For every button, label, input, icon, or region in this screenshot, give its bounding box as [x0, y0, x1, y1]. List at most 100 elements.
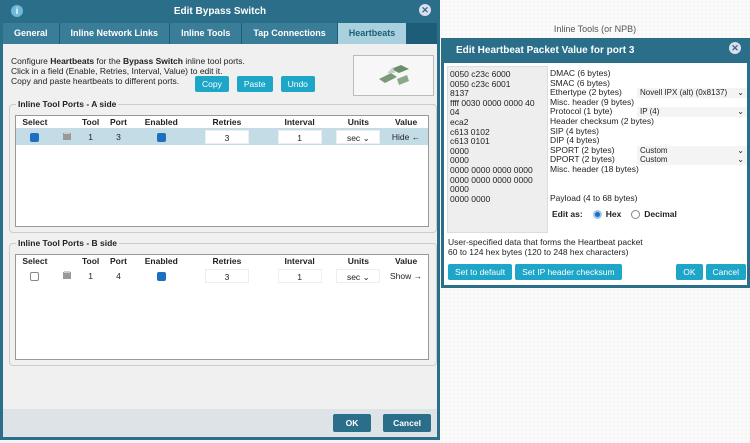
heartbeat-title: Edit Heartbeat Packet Value for port 3	[456, 45, 635, 56]
field-label: SIP (4 bytes)	[550, 125, 599, 136]
table-row[interactable]: 1 4 3 1 sec ⌄ Show →	[16, 267, 428, 284]
hex-label: Hex	[605, 209, 622, 219]
bypass-switch-image	[353, 55, 434, 96]
hex-value-textarea[interactable]: 0050 c23c 6000 0050 c23c 6001 8137 ffff …	[447, 66, 548, 233]
select-checkbox[interactable]	[30, 132, 40, 142]
sport-select[interactable]: Custom ⌄	[637, 145, 747, 156]
chevron-down-icon: ⌄	[737, 145, 744, 155]
column-header: Port	[109, 117, 127, 127]
set-to-default-button[interactable]: Set to default	[448, 264, 513, 280]
description-line-1: User-specified data that forms the Heart…	[448, 237, 643, 247]
chevron-down-icon: ⌄	[737, 107, 744, 117]
value-toggle[interactable]: Show →	[384, 271, 428, 281]
column-header: Port	[109, 256, 127, 266]
ethertype-value: Novell IPX (alt) (0x8137)	[640, 88, 728, 98]
value-toggle-label: Show	[390, 270, 412, 281]
interval-input[interactable]: 1	[277, 129, 322, 144]
field-label: DIP (4 bytes)	[550, 135, 600, 146]
dport-value: Custom	[640, 155, 668, 165]
close-icon[interactable]: ✕	[419, 4, 431, 16]
column-header: Units	[347, 117, 369, 127]
column-header: Interval	[284, 256, 315, 266]
tab-bar: General Inline Network Links Inline Tool…	[3, 23, 437, 44]
table-header: Select Tool Port Enabled Retries Interval Unit…	[16, 116, 428, 128]
units-value: sec	[346, 132, 361, 143]
units-select[interactable]: sec ⌄	[336, 129, 381, 144]
interval-input[interactable]: 1	[277, 268, 322, 283]
cancel-button[interactable]: Cancel	[383, 414, 431, 432]
column-header: Select	[22, 256, 48, 266]
intro-text: Configure Heartbeats for the Bypass Swit…	[11, 56, 245, 86]
column-header: Enabled	[144, 256, 178, 266]
dport-select[interactable]: Custom ⌄	[637, 155, 747, 165]
set-ip-header-checksum-button[interactable]: Set IP header checksum	[515, 264, 622, 280]
table-row[interactable]: 1 3 3 1 sec ⌄ Hide ←	[16, 128, 428, 145]
b-side-legend: Inline Tool Ports - B side	[18, 238, 118, 248]
port-cell: 3	[116, 131, 121, 142]
heartbeat-ok-button[interactable]: OK	[676, 264, 703, 280]
intro-text-part: Heartbeats	[50, 56, 95, 66]
column-header: Interval	[284, 117, 315, 127]
field-label: SMAC (6 bytes)	[550, 77, 610, 88]
a-side-legend: Inline Tool Ports - A side	[18, 99, 117, 109]
tab-inline-tools[interactable]: Inline Tools	[170, 23, 243, 44]
column-header: Tool	[81, 256, 100, 266]
enabled-checkbox[interactable]	[156, 271, 166, 281]
edit-bypass-switch-dialog: i Edit Bypass Switch ✕ General Inline Ne…	[0, 0, 440, 440]
tab-tap-connections[interactable]: Tap Connections	[242, 23, 338, 44]
select-cell	[16, 131, 54, 142]
column-header: Value	[394, 117, 418, 127]
a-side-table: Select Tool Port Enabled Retries Interval Unit…	[15, 115, 429, 227]
edit-heartbeat-dialog: Edit Heartbeat Packet Value for port 3 ✕…	[441, 38, 750, 288]
intro-text-part: inline tool ports.	[182, 56, 245, 66]
intro-text-part: for the	[94, 56, 123, 66]
enabled-checkbox[interactable]	[156, 132, 166, 142]
ethertype-select[interactable]: Novell IPX (alt) (0x8137) ⌄	[637, 88, 747, 98]
tab-inline-network-links[interactable]: Inline Network Links	[59, 23, 171, 44]
protocol-select[interactable]: IP (4) ⌄	[637, 107, 747, 117]
intro-line-2: Click in a field (Enable, Retries, Inter…	[11, 66, 223, 76]
value-toggle-label: Hide	[391, 131, 410, 142]
copy-button[interactable]: Copy	[195, 76, 229, 92]
field-label: Payload (4 to 68 bytes)	[550, 192, 638, 203]
info-icon[interactable]: i	[11, 5, 23, 17]
dialog-title: Edit Bypass Switch	[173, 6, 267, 17]
description-line-2: 60 to 124 hex bytes (120 to 248 hex char…	[448, 247, 629, 257]
units-select[interactable]: sec ⌄	[336, 268, 381, 283]
table-header: Select Tool Port Enabled Retries Interval Unit…	[16, 255, 428, 267]
intro-text-part: Bypass Switch	[122, 56, 183, 66]
value-toggle[interactable]: Hide ←	[384, 132, 428, 142]
b-side-fieldset: Inline Tool Ports - B side	[9, 238, 437, 366]
radio-selected-icon	[592, 210, 602, 220]
ok-button[interactable]: OK	[333, 414, 371, 432]
column-header: Enabled	[144, 117, 178, 127]
field-label: DPORT (2 bytes)	[550, 154, 615, 165]
port-cell: 4	[116, 270, 121, 281]
heartbeat-title-bar: Edit Heartbeat Packet Value for port 3 ✕	[444, 38, 747, 63]
field-labels: DMAC (6 bytes) SMAC (6 bytes) Ethertype (2…	[550, 68, 654, 203]
column-header: Retries	[212, 256, 242, 266]
field-label: Ethertype (2 bytes)	[550, 87, 622, 98]
tab-heartbeats[interactable]: Heartbeats	[337, 23, 408, 44]
heartbeat-cancel-button[interactable]: Cancel	[705, 264, 746, 280]
decimal-radio[interactable]: Decimal	[631, 209, 677, 220]
field-label: Misc. header (9 bytes)	[550, 96, 635, 107]
arrow-icon: ←	[411, 131, 421, 142]
chevron-down-icon: ⌄	[737, 88, 744, 98]
paste-button[interactable]: Paste	[236, 76, 273, 92]
chevron-down-icon: ⌄	[362, 271, 370, 282]
select-checkbox[interactable]	[30, 271, 40, 281]
close-icon[interactable]: ✕	[729, 42, 741, 54]
field-label: Header checksum (2 bytes)	[550, 115, 654, 126]
sport-value: Custom	[640, 145, 668, 155]
retries-input[interactable]: 3	[204, 268, 249, 283]
units-value: sec	[346, 271, 361, 282]
decimal-label: Decimal	[644, 209, 677, 219]
hex-radio[interactable]: Hex	[592, 209, 622, 220]
retries-input[interactable]: 3	[204, 129, 249, 144]
enabled-cell	[135, 270, 187, 281]
enabled-cell	[135, 131, 187, 142]
tab-general[interactable]: General	[3, 23, 60, 44]
undo-button[interactable]: Undo	[280, 76, 315, 92]
column-header: Retries	[212, 117, 242, 127]
